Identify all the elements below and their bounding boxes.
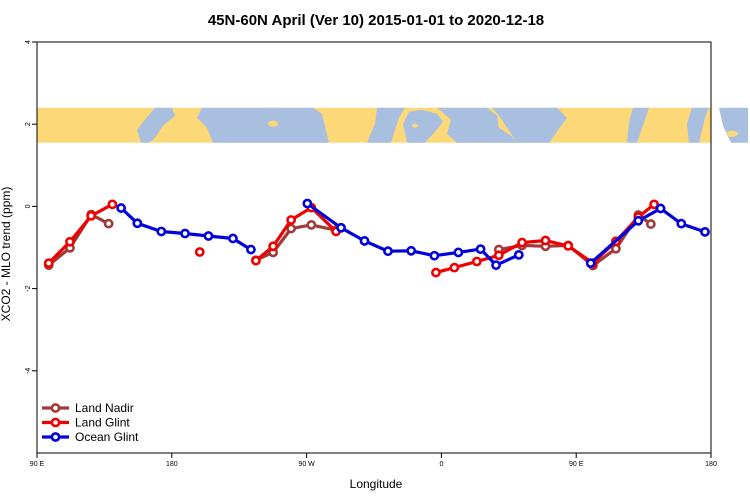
map-ocean-7 [492, 107, 567, 143]
land-glint-line-1 [47, 202, 114, 265]
ocean-glint-point-18 [585, 258, 596, 269]
ocean-glint-line-2 [306, 202, 520, 267]
legend-marker-land-nadir [50, 403, 61, 413]
ocean-glint-point-20 [655, 203, 666, 214]
land-nadir-point-4 [103, 218, 114, 229]
x-tick-label-4: 0 [439, 461, 443, 468]
ocean-glint-point-15 [475, 244, 486, 255]
ocean-glint-point-11 [383, 246, 393, 257]
land-glint-point-4 [107, 199, 118, 210]
series-land-glint [43, 199, 659, 278]
plot-series [43, 198, 710, 278]
y-tick-label-2: -2 [25, 285, 32, 291]
ocean-glint-point-19 [633, 215, 644, 226]
ocean-glint-point-13 [429, 250, 440, 261]
land-glint-point-15 [517, 237, 527, 248]
land-glint-point-14 [493, 250, 504, 261]
y-tick-label-1: -4 [25, 368, 32, 374]
ocean-glint-point-10 [359, 236, 370, 246]
map-ocean-10 [719, 107, 748, 143]
y-axis-label: XCO2 - MLO trend (ppm) [0, 187, 13, 322]
map-ocean-5 [403, 109, 443, 143]
legend-label-land-glint: Land Glint [75, 416, 130, 430]
ocean-glint-point-4 [180, 228, 190, 239]
map-island-5 [338, 114, 346, 121]
world-map-strip [37, 107, 748, 143]
ocean-glint-point-9 [336, 222, 346, 233]
x-tick-label-1: 90 E [30, 461, 45, 468]
land-glint-point-2 [65, 236, 75, 247]
map-ocean-8 [627, 107, 649, 143]
legend-label-ocean-glint: Ocean Glint [75, 430, 139, 444]
land-glint-point-11 [431, 267, 441, 278]
land-glint-point-16 [540, 235, 551, 246]
map-ocean-1 [137, 107, 175, 143]
map-island-6 [412, 123, 418, 128]
ocean-glint-point-1 [116, 203, 127, 213]
land-nadir-point-7 [286, 223, 297, 234]
map-ocean-6 [437, 107, 517, 143]
land-glint-point-1 [43, 258, 54, 269]
legend-label-land-nadir: Land Nadir [75, 401, 134, 415]
ocean-glint-point-3 [156, 226, 167, 237]
plot-frame [36, 41, 712, 454]
ocean-glint-point-5 [203, 231, 214, 241]
land-glint-point-7 [268, 241, 279, 252]
map-ocean-3 [269, 107, 278, 114]
land-nadir-line-1 [47, 213, 110, 267]
land-nadir-point-17 [645, 219, 656, 229]
ocean-glint-point-17 [513, 249, 524, 260]
y-tick-label-3: 0 [25, 204, 32, 208]
map-ocean-9 [687, 107, 709, 143]
ocean-glint-point-2 [132, 218, 143, 229]
map-ocean-2 [197, 107, 329, 143]
ocean-glint-point-12 [406, 245, 417, 256]
land-glint-point-13 [471, 256, 482, 267]
land-glint-point-8 [286, 215, 297, 225]
land-nadir-line-2 [255, 223, 337, 262]
land-nadir-point-8 [306, 219, 317, 230]
map-island-8 [726, 130, 738, 137]
y-tick-label-4: 2 [25, 122, 32, 126]
ocean-glint-point-7 [246, 244, 256, 255]
x-tick-label-2: 180 [166, 461, 178, 468]
ocean-glint-point-6 [228, 233, 238, 244]
land-glint-point-6 [251, 255, 261, 266]
ocean-glint-point-22 [700, 226, 710, 237]
map-island-4 [268, 120, 278, 127]
x-tick-label-5: 90 E [569, 461, 584, 468]
land-glint-point-3 [86, 210, 97, 221]
x-tick-label-3: 90 W [298, 461, 315, 468]
x-axis-label: Longitude [350, 477, 403, 491]
series-ocean-glint [116, 198, 710, 271]
ocean-glint-point-8 [302, 198, 313, 209]
axes: 90 E 180 90 W 0 90 E 180 -4 -2 0 2 4 [25, 40, 717, 468]
map-island-1 [112, 116, 122, 123]
map-island-7 [657, 110, 667, 117]
map-ocean-4 [367, 107, 405, 143]
land-glint-point-17 [563, 240, 574, 251]
land-glint-point-12 [449, 262, 460, 273]
ocean-glint-point-16 [491, 260, 501, 271]
ocean-glint-point-21 [676, 218, 687, 229]
legend-marker-land-glint [50, 417, 61, 428]
map-island-3 [181, 126, 193, 133]
x-tick-label-6: 180 [705, 461, 717, 468]
chart-title: 45N-60N April (Ver 10) 2015-01-01 to 202… [208, 12, 544, 29]
y-tick-label-5: 4 [25, 40, 32, 44]
legend-marker-ocean-glint [50, 432, 61, 442]
land-glint-point-5 [194, 247, 205, 257]
land-glint-point-21 [649, 199, 659, 210]
ocean-glint-point-14 [453, 247, 464, 258]
map-island-2 [175, 115, 183, 120]
